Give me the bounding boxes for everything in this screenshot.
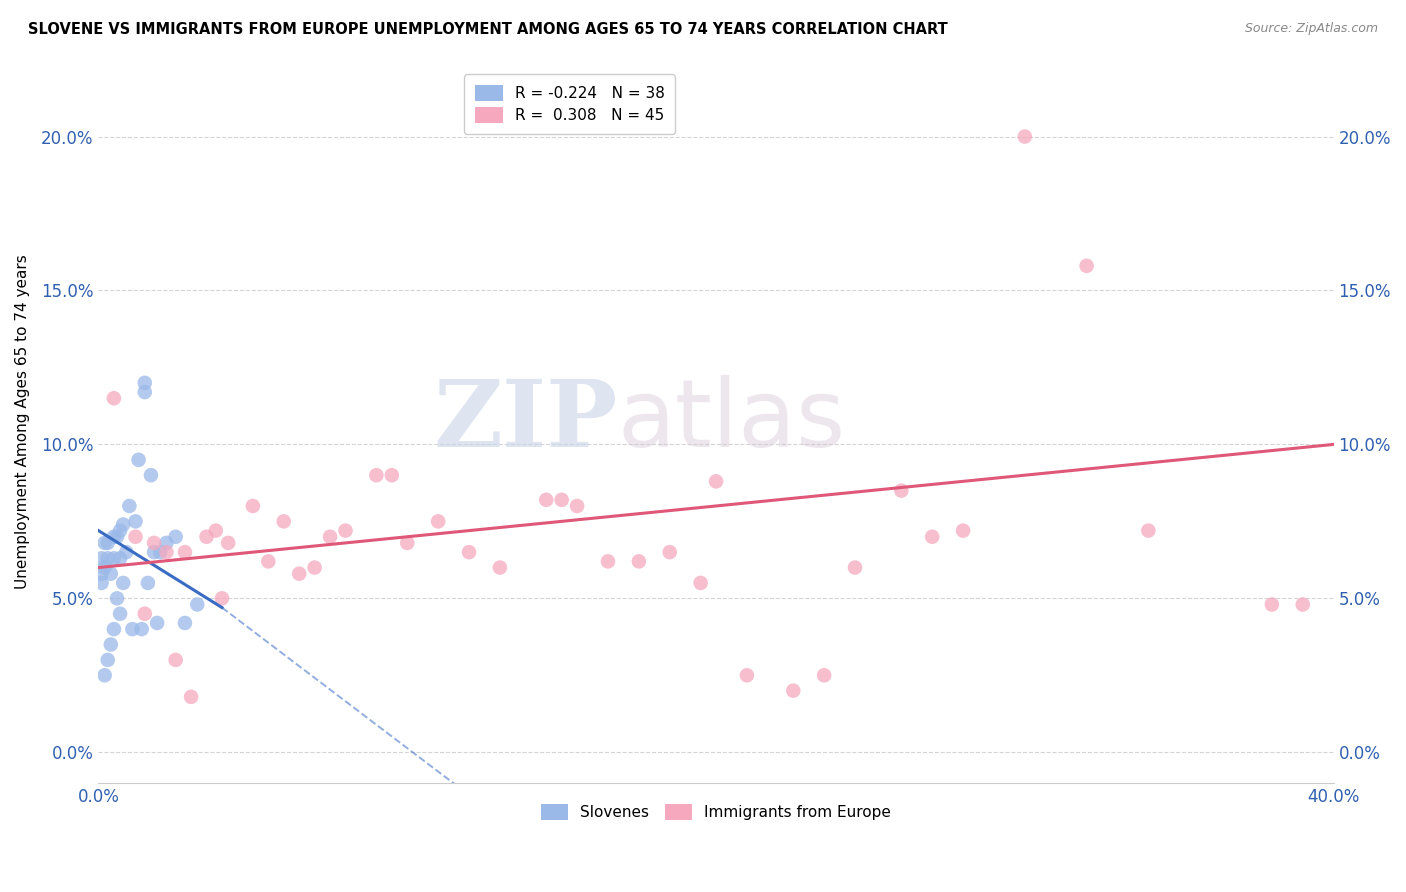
Point: [381, 468, 404, 483]
Point: [319, 530, 342, 544]
Point: [100, 638, 122, 652]
Text: ZIP: ZIP: [433, 376, 617, 467]
Point: [143, 536, 166, 550]
Point: [565, 499, 588, 513]
Point: [844, 560, 866, 574]
Point: [93, 560, 115, 574]
Point: [174, 615, 197, 630]
Point: [103, 530, 125, 544]
Point: [204, 524, 226, 538]
Point: [273, 514, 295, 528]
Point: [100, 566, 122, 581]
Point: [134, 385, 156, 400]
Point: [186, 598, 208, 612]
Point: [489, 560, 512, 574]
Point: [90, 551, 112, 566]
Point: [1261, 598, 1284, 612]
Point: [335, 524, 357, 538]
Point: [90, 576, 112, 591]
Point: [165, 653, 187, 667]
Point: [689, 576, 711, 591]
Point: [155, 536, 177, 550]
Point: [890, 483, 912, 498]
Point: [146, 615, 169, 630]
Point: [143, 545, 166, 559]
Point: [103, 391, 125, 405]
Point: [165, 530, 187, 544]
Point: [97, 653, 120, 667]
Point: [112, 576, 135, 591]
Point: [195, 530, 218, 544]
Text: SLOVENE VS IMMIGRANTS FROM EUROPE UNEMPLOYMENT AMONG AGES 65 TO 74 YEARS CORRELA: SLOVENE VS IMMIGRANTS FROM EUROPE UNEMPL…: [28, 22, 948, 37]
Point: [139, 468, 162, 483]
Point: [427, 514, 450, 528]
Text: atlas: atlas: [617, 376, 845, 467]
Point: [366, 468, 388, 483]
Point: [124, 530, 146, 544]
Point: [134, 376, 156, 390]
Point: [105, 530, 128, 544]
Point: [242, 499, 264, 513]
Point: [1076, 259, 1098, 273]
Point: [596, 554, 619, 568]
Point: [93, 536, 115, 550]
Point: [813, 668, 835, 682]
Point: [108, 607, 131, 621]
Point: [1137, 524, 1160, 538]
Point: [211, 591, 233, 606]
Point: [108, 524, 131, 538]
Point: [136, 576, 159, 591]
Point: [105, 591, 128, 606]
Point: [1014, 129, 1036, 144]
Point: [93, 668, 115, 682]
Point: [180, 690, 202, 704]
Point: [103, 551, 125, 566]
Point: [1292, 598, 1315, 612]
Point: [118, 499, 141, 513]
Point: [782, 683, 804, 698]
Point: [952, 524, 974, 538]
Legend: Slovenes, Immigrants from Europe: Slovenes, Immigrants from Europe: [534, 797, 897, 826]
Point: [121, 622, 143, 636]
Point: [115, 545, 138, 559]
Point: [112, 517, 135, 532]
Point: [627, 554, 650, 568]
Point: [257, 554, 280, 568]
Point: [90, 566, 112, 581]
Point: [735, 668, 758, 682]
Point: [921, 530, 943, 544]
Point: [97, 536, 120, 550]
Y-axis label: Unemployment Among Ages 65 to 74 years: Unemployment Among Ages 65 to 74 years: [15, 254, 30, 589]
Point: [103, 622, 125, 636]
Point: [124, 514, 146, 528]
Point: [458, 545, 481, 559]
Point: [704, 475, 727, 489]
Point: [134, 607, 156, 621]
Point: [174, 545, 197, 559]
Point: [550, 492, 572, 507]
Point: [149, 545, 172, 559]
Point: [97, 551, 120, 566]
Point: [108, 551, 131, 566]
Point: [288, 566, 311, 581]
Point: [128, 452, 150, 467]
Text: Source: ZipAtlas.com: Source: ZipAtlas.com: [1244, 22, 1378, 36]
Point: [217, 536, 239, 550]
Point: [396, 536, 419, 550]
Point: [534, 492, 557, 507]
Point: [131, 622, 153, 636]
Point: [155, 545, 177, 559]
Point: [658, 545, 681, 559]
Point: [304, 560, 326, 574]
